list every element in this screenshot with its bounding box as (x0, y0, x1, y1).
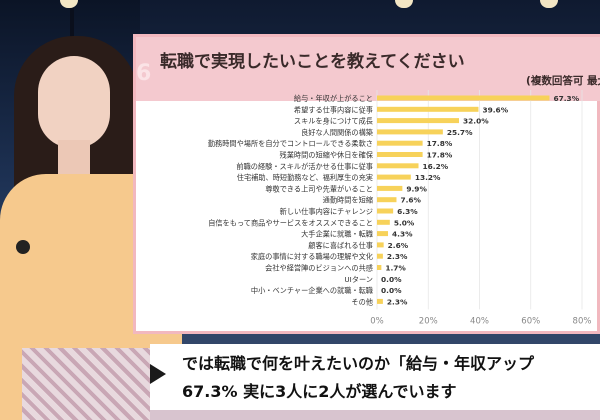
category-label: 会社や経営陣のビジョンへの共感 (265, 264, 373, 273)
bar (377, 208, 394, 214)
category-label: 新しい仕事内容にチャレンジ (280, 207, 373, 216)
category-label: 給与・年収が上がること (294, 94, 373, 103)
value-label: 32.0% (463, 117, 489, 126)
category-label: 通勤時間を短縮 (323, 196, 373, 205)
value-label: 9.9% (406, 184, 427, 193)
x-tick-label: 0% (370, 316, 384, 326)
x-tick-label: 60% (521, 316, 540, 326)
bar (377, 298, 383, 304)
ceiling-lamp (395, 0, 413, 8)
bar (377, 129, 443, 135)
category-label: 勤務時間や場所を自分でコントロールできる柔軟さ (208, 139, 373, 148)
bar (377, 185, 403, 191)
value-label: 4.3% (392, 230, 413, 239)
caption-line-2: 67.3% 実に3人に2人が選んでいます (182, 382, 457, 401)
value-label: 67.3% (553, 94, 579, 103)
value-label: 17.8% (427, 139, 453, 148)
category-label: 残業時間の短縮や休日を確保 (280, 151, 374, 160)
category-label: 前職の経験・スキルが活かせる仕事に従事 (236, 162, 373, 171)
category-label: 尊敬できる上司や先輩がいること (265, 184, 373, 193)
bar (377, 163, 419, 169)
bar (377, 265, 382, 270)
value-label: 16.2% (423, 162, 449, 171)
anchor-face (38, 56, 110, 148)
anchor-skirt (22, 348, 152, 420)
bar (377, 219, 390, 225)
caption-line-1: では転職で何を叶えたいのか「給与・年収アップ (182, 354, 535, 373)
bar (377, 95, 550, 101)
value-label: 2.3% (387, 297, 408, 306)
bar (377, 140, 423, 146)
value-label: 39.6% (482, 105, 508, 114)
bar (377, 152, 423, 157)
value-label: 6.3% (397, 207, 418, 216)
value-label: 0.0% (381, 275, 402, 284)
category-label: 大手企業に就職・転職 (301, 230, 373, 239)
category-label: 良好な人間関係の構築 (301, 128, 373, 137)
ceiling-lamp (540, 0, 558, 8)
ceiling-lamp (60, 0, 78, 8)
lapel-microphone-icon (16, 240, 30, 254)
category-label: 家庭の事情に対する職場の理解や文化 (251, 252, 373, 261)
category-label: 希望する仕事内容に従事 (294, 105, 373, 114)
category-label: UIターン (344, 275, 373, 284)
caption-box: では転職で何を叶えたいのか「給与・年収アップ 67.3% 実に3人に2人が選んで… (150, 344, 600, 420)
category-label: スキルを身につけて成長 (294, 117, 373, 126)
chart-subtitle: (複数回答可 最大 (526, 75, 600, 87)
value-label: 25.7% (447, 128, 473, 137)
value-label: 1.7% (385, 264, 406, 273)
value-label: 2.3% (387, 252, 408, 261)
bar (377, 242, 384, 248)
category-label: その他 (351, 297, 373, 306)
chart-panel-header: 6 転職で実現したいことを教えてください (複数回答可 最大 (136, 37, 600, 101)
value-label: 7.6% (400, 196, 421, 205)
category-label: 中小・ベンチャー企業への就職・転職 (251, 286, 373, 295)
bar (377, 174, 411, 180)
value-label: 5.0% (394, 218, 415, 227)
category-label: 自信をもって商品やサービスをオススメできること (208, 218, 373, 227)
panel-logo: 6 (136, 61, 152, 86)
value-label: 17.8% (427, 151, 453, 160)
value-label: 0.0% (381, 286, 402, 295)
bar-chart: 0% 20% 40% 60% 80% 給与・年収が上がること 67.3% 希望する仕事内容に従… (208, 90, 592, 326)
chart-panel: 6 転職で実現したいことを教えてください (複数回答可 最大 0% 20% 40% 6… (133, 34, 600, 334)
x-tick-label: 80% (573, 316, 592, 326)
bar (377, 106, 479, 112)
bottom-strip (150, 410, 600, 420)
category-label: 顧客に喜ばれる仕事 (308, 241, 373, 250)
bar (377, 253, 383, 259)
value-label: 13.2% (415, 173, 441, 182)
caption-pointer-icon (150, 364, 166, 384)
chart-title: 転職で実現したいことを教えてください (160, 52, 465, 72)
value-label: 2.6% (388, 241, 409, 250)
x-tick-label: 20% (419, 316, 438, 326)
bar (377, 197, 397, 203)
bar (377, 118, 459, 124)
bar (377, 231, 389, 237)
category-label: 住宅補助、時短勤務など、福利厚生の充実 (237, 173, 373, 182)
anchor-neck (58, 140, 90, 178)
x-tick-label: 40% (470, 316, 489, 326)
